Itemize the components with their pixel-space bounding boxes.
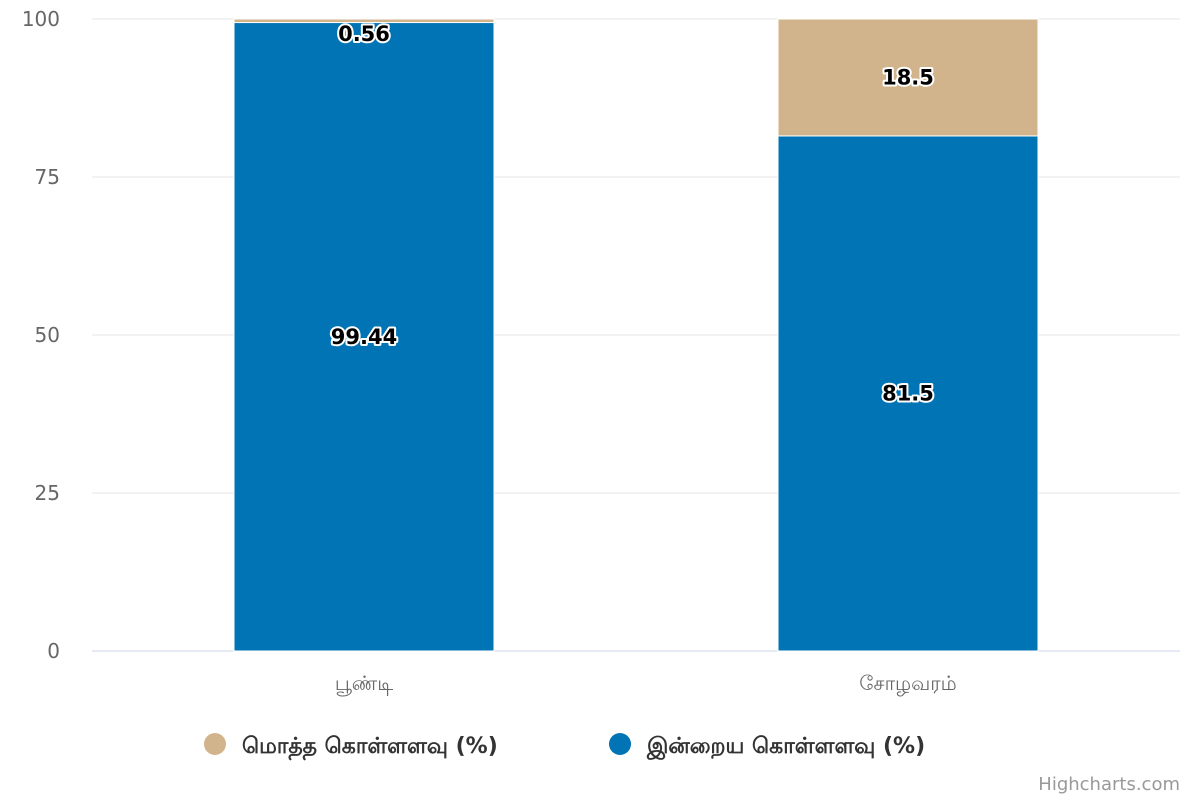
- legend[interactable]: மொத்த கொள்ளளவு (%) இன்றைய கொள்ளளவு (%): [204, 733, 925, 761]
- data-label: 81.5: [882, 381, 934, 405]
- credits-link[interactable]: Highcharts.com: [1038, 774, 1180, 795]
- legend-label: மொத்த கொள்ளளவு (%): [242, 734, 498, 761]
- legend-marker: [609, 733, 631, 755]
- y-axis: 0 25 50 75 100: [22, 7, 60, 663]
- data-labels: 99.44 0.56 81.5 18.5: [329, 20, 936, 407]
- bar-segment[interactable]: [777, 135, 1039, 652]
- x-category-label: சோழவரம்: [859, 671, 956, 696]
- bar-segment[interactable]: [233, 22, 495, 652]
- y-tick-label: 25: [35, 481, 60, 505]
- legend-item[interactable]: இன்றைய கொள்ளளவு (%): [609, 733, 925, 760]
- bars: [233, 18, 1039, 652]
- data-label: 18.5: [882, 65, 934, 89]
- data-label: 0.56: [338, 22, 390, 46]
- x-category-label: பூண்டி: [335, 671, 393, 696]
- legend-label: இன்றைய கொள்ளளவு (%): [646, 734, 925, 760]
- bar-segment[interactable]: [777, 18, 1039, 137]
- x-axis: பூண்டி சோழவரம்: [335, 671, 957, 696]
- y-tick-label: 75: [35, 165, 60, 189]
- legend-marker: [204, 733, 226, 755]
- y-tick-label: 50: [35, 323, 60, 347]
- bar-segment[interactable]: [233, 18, 495, 24]
- y-tick-label: 0: [47, 639, 60, 663]
- y-tick-label: 100: [22, 7, 60, 31]
- legend-item[interactable]: மொத்த கொள்ளளவு (%): [204, 733, 498, 761]
- data-label: 99.44: [331, 325, 397, 349]
